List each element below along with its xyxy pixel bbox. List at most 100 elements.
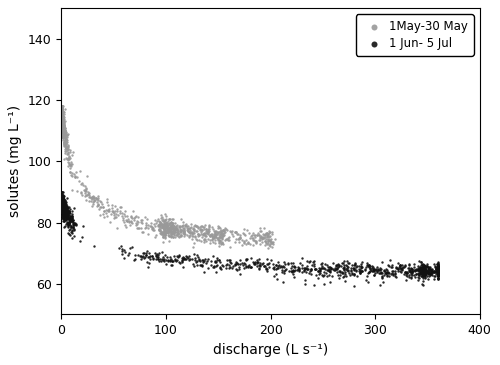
1 Jun- 5 Jul bbox=[236, 270, 244, 276]
1 Jun- 5 Jul bbox=[280, 261, 288, 267]
1 Jun- 5 Jul bbox=[420, 265, 428, 270]
1May-30 May bbox=[203, 228, 211, 234]
1 Jun- 5 Jul bbox=[60, 215, 68, 220]
1 Jun- 5 Jul bbox=[167, 262, 175, 268]
1May-30 May bbox=[267, 239, 275, 245]
1 Jun- 5 Jul bbox=[64, 220, 72, 226]
1May-30 May bbox=[224, 237, 232, 243]
1May-30 May bbox=[214, 223, 222, 228]
1 Jun- 5 Jul bbox=[216, 259, 224, 265]
1 Jun- 5 Jul bbox=[59, 206, 67, 212]
1May-30 May bbox=[60, 128, 68, 134]
1 Jun- 5 Jul bbox=[402, 270, 410, 276]
1May-30 May bbox=[264, 239, 272, 245]
1 Jun- 5 Jul bbox=[270, 266, 278, 272]
1May-30 May bbox=[161, 216, 169, 222]
1 Jun- 5 Jul bbox=[64, 215, 72, 221]
1 Jun- 5 Jul bbox=[62, 206, 70, 212]
1May-30 May bbox=[60, 126, 68, 132]
1 Jun- 5 Jul bbox=[60, 206, 68, 212]
1May-30 May bbox=[216, 239, 224, 245]
1 Jun- 5 Jul bbox=[64, 230, 72, 236]
1 Jun- 5 Jul bbox=[434, 270, 442, 276]
1 Jun- 5 Jul bbox=[310, 264, 318, 269]
1 Jun- 5 Jul bbox=[68, 218, 76, 223]
1 Jun- 5 Jul bbox=[280, 268, 287, 274]
1 Jun- 5 Jul bbox=[69, 225, 77, 231]
1May-30 May bbox=[158, 228, 166, 234]
1May-30 May bbox=[186, 228, 194, 234]
1 Jun- 5 Jul bbox=[58, 205, 66, 211]
1May-30 May bbox=[59, 119, 67, 125]
1May-30 May bbox=[171, 227, 179, 233]
1May-30 May bbox=[123, 218, 131, 223]
1May-30 May bbox=[58, 110, 66, 116]
1May-30 May bbox=[165, 216, 173, 222]
1May-30 May bbox=[112, 208, 120, 214]
1 Jun- 5 Jul bbox=[318, 264, 326, 269]
1May-30 May bbox=[58, 111, 66, 117]
1May-30 May bbox=[168, 235, 176, 241]
1May-30 May bbox=[58, 122, 66, 127]
1May-30 May bbox=[126, 214, 134, 219]
1May-30 May bbox=[242, 238, 250, 243]
1 Jun- 5 Jul bbox=[62, 217, 70, 223]
1 Jun- 5 Jul bbox=[144, 259, 152, 265]
1 Jun- 5 Jul bbox=[63, 215, 71, 221]
1 Jun- 5 Jul bbox=[341, 278, 349, 284]
1 Jun- 5 Jul bbox=[58, 207, 66, 213]
1May-30 May bbox=[164, 230, 172, 235]
1 Jun- 5 Jul bbox=[60, 201, 68, 207]
1 Jun- 5 Jul bbox=[160, 258, 168, 264]
1 Jun- 5 Jul bbox=[58, 203, 66, 208]
1May-30 May bbox=[58, 108, 66, 114]
1 Jun- 5 Jul bbox=[64, 210, 72, 216]
1May-30 May bbox=[177, 233, 185, 238]
1May-30 May bbox=[219, 233, 227, 238]
1 Jun- 5 Jul bbox=[67, 223, 75, 229]
1May-30 May bbox=[219, 241, 227, 246]
1 Jun- 5 Jul bbox=[68, 214, 76, 219]
1 Jun- 5 Jul bbox=[430, 269, 438, 274]
1May-30 May bbox=[160, 222, 168, 228]
1 Jun- 5 Jul bbox=[426, 267, 434, 273]
1May-30 May bbox=[180, 230, 188, 235]
1May-30 May bbox=[192, 223, 200, 228]
1May-30 May bbox=[59, 122, 67, 128]
1May-30 May bbox=[196, 230, 204, 235]
1 Jun- 5 Jul bbox=[421, 270, 429, 276]
1 Jun- 5 Jul bbox=[68, 208, 76, 214]
1 Jun- 5 Jul bbox=[65, 220, 73, 226]
1 Jun- 5 Jul bbox=[332, 262, 340, 268]
1May-30 May bbox=[112, 215, 120, 220]
1May-30 May bbox=[161, 232, 169, 238]
1 Jun- 5 Jul bbox=[168, 258, 176, 264]
1 Jun- 5 Jul bbox=[418, 272, 426, 278]
1 Jun- 5 Jul bbox=[434, 267, 442, 273]
1 Jun- 5 Jul bbox=[60, 214, 68, 219]
1 Jun- 5 Jul bbox=[434, 270, 442, 276]
1 Jun- 5 Jul bbox=[412, 271, 420, 277]
1 Jun- 5 Jul bbox=[324, 264, 332, 269]
1May-30 May bbox=[172, 224, 179, 230]
1 Jun- 5 Jul bbox=[60, 223, 68, 229]
1May-30 May bbox=[96, 204, 104, 210]
1 Jun- 5 Jul bbox=[434, 269, 442, 274]
1May-30 May bbox=[174, 233, 182, 239]
1May-30 May bbox=[94, 193, 102, 199]
1 Jun- 5 Jul bbox=[434, 265, 442, 271]
1 Jun- 5 Jul bbox=[310, 282, 318, 288]
1May-30 May bbox=[60, 127, 68, 133]
1 Jun- 5 Jul bbox=[64, 212, 72, 218]
1May-30 May bbox=[168, 224, 176, 230]
1 Jun- 5 Jul bbox=[314, 274, 322, 280]
1 Jun- 5 Jul bbox=[301, 265, 309, 271]
1 Jun- 5 Jul bbox=[60, 189, 68, 195]
1 Jun- 5 Jul bbox=[424, 270, 432, 276]
1 Jun- 5 Jul bbox=[434, 259, 442, 265]
1 Jun- 5 Jul bbox=[65, 218, 73, 224]
1May-30 May bbox=[168, 231, 176, 237]
1May-30 May bbox=[202, 226, 210, 232]
1 Jun- 5 Jul bbox=[280, 266, 288, 272]
1May-30 May bbox=[184, 227, 192, 233]
